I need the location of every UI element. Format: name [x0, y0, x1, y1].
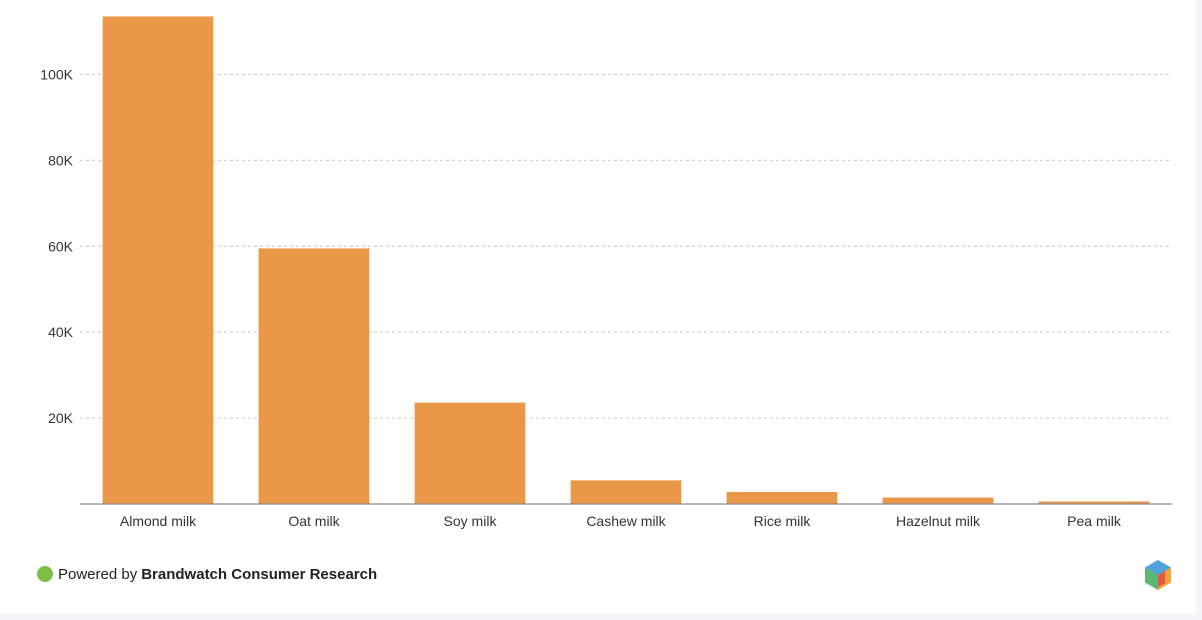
- x-tick-label: Cashew milk: [586, 513, 666, 529]
- powered-by-footer: Powered by Brandwatch Consumer Research: [37, 564, 377, 584]
- brandwatch-hexagon-icon: [1145, 560, 1171, 590]
- y-tick-label: 100K: [40, 66, 73, 82]
- x-tick-label: Hazelnut milk: [896, 513, 981, 529]
- bar-soy-milk[interactable]: [414, 402, 526, 504]
- brand-name: Brandwatch Consumer Research: [141, 565, 378, 583]
- bar-pea-milk[interactable]: [1038, 501, 1150, 504]
- x-tick-label: Rice milk: [754, 513, 812, 529]
- y-tick-label: 40K: [48, 324, 74, 340]
- y-tick-labels: 20K 40K 60K 80K 100K: [40, 66, 73, 426]
- status-dot-icon: [37, 566, 53, 582]
- y-tick-label: 80K: [48, 152, 74, 168]
- bar-hazelnut-milk[interactable]: [882, 497, 994, 504]
- bar-chart: 20K 40K 60K 80K 100K Almond milk Oat milk Soy …: [40, 16, 1172, 529]
- y-tick-label: 60K: [48, 238, 74, 254]
- x-tick-label: Soy milk: [444, 513, 498, 529]
- x-tick-label: Oat milk: [288, 513, 340, 529]
- y-tick-label: 20K: [48, 410, 74, 426]
- powered-by-label: Powered by: [58, 565, 138, 583]
- x-tick-label: Almond milk: [120, 513, 197, 529]
- bar-almond-milk[interactable]: [102, 16, 214, 504]
- bars: [102, 16, 1150, 504]
- x-tick-label: Pea milk: [1067, 513, 1122, 529]
- bar-oat-milk[interactable]: [258, 248, 370, 504]
- x-tick-labels: Almond milk Oat milk Soy milk Cashew milk Ri…: [120, 513, 1122, 529]
- grid-lines: [80, 73, 1172, 419]
- bar-cashew-milk[interactable]: [570, 480, 682, 504]
- bar-rice-milk[interactable]: [726, 491, 838, 504]
